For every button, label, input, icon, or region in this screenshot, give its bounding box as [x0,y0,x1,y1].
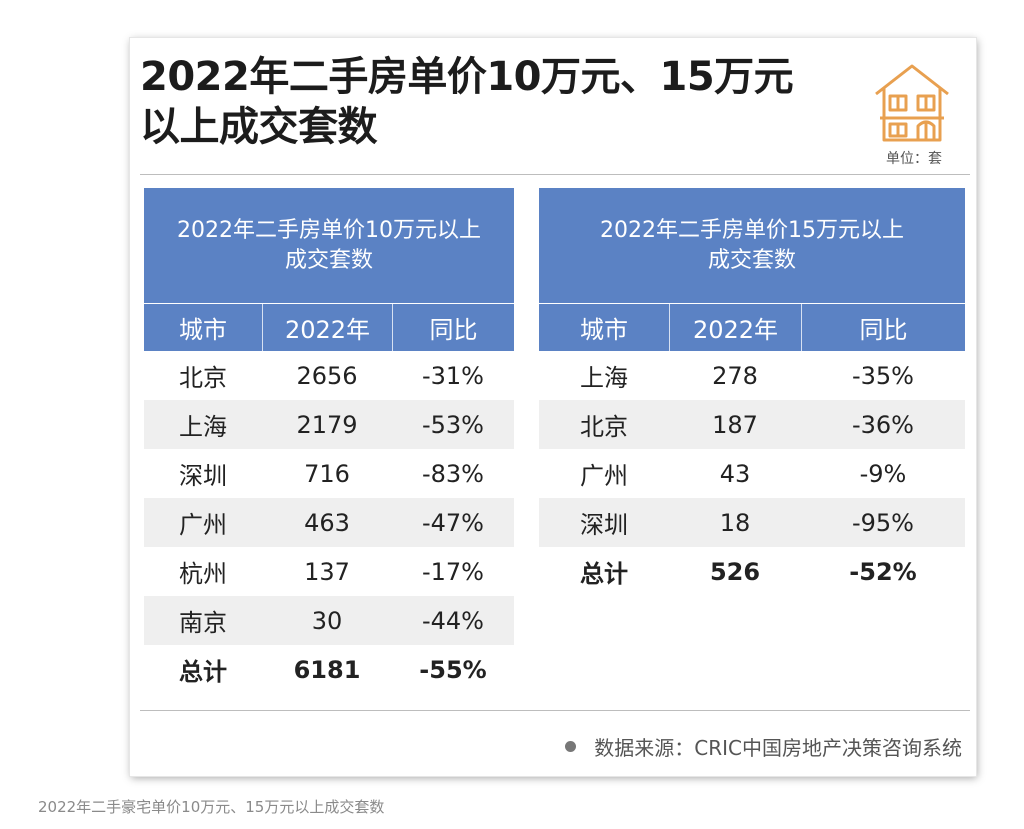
title-line-1: 2022年二手房单价10万元、15万元 [140,54,794,100]
city-cell: 广州 [179,511,227,539]
column-header-yoy: 同比 [392,304,514,351]
table-row: 广州 463 -47% [144,498,514,547]
total-label: 总计 [580,560,628,588]
page-title: 2022年二手房单价10万元、15万元 以上成交套数 [140,52,840,152]
total-yoy: -52% [849,557,917,586]
city-cell: 广州 [580,462,628,490]
total-count: 526 [709,557,761,586]
divider [140,710,970,711]
column-header-year: 2022年 [262,304,392,351]
count-cell: 18 [719,508,751,537]
title-line-2: 以上成交套数 [140,104,378,150]
table-title-line-2: 成交套数 [707,247,796,273]
table-row: 深圳 716 -83% [144,449,514,498]
column-header-city: 城市 [179,316,227,344]
table-row: 上海 2179 -53% [144,400,514,449]
count-cell: 187 [712,410,758,439]
count-cell: 43 [719,459,751,488]
unit-label: 单位：套 [886,151,942,167]
source-note: 数据来源：CRIC中国房地产决策咨询系统 [565,732,962,761]
table-row: 深圳 18 -95% [539,498,965,547]
yoy-cell: -31% [421,361,484,390]
city-cell: 北京 [580,413,628,441]
table-title-line-1: 2022年二手房单价10万元以上 [177,217,481,243]
table-header-row: 城市 2022年 同比 [539,304,965,351]
yoy-cell: -47% [421,508,484,537]
column-header-yoy: 同比 [801,304,965,351]
table-row: 北京 2656 -31% [144,351,514,400]
source-text: 数据来源：CRIC中国房地产决策咨询系统 [594,736,962,760]
table-row: 广州 43 -9% [539,449,965,498]
city-cell: 上海 [179,413,227,441]
count-cell: 716 [304,459,350,488]
yoy-cell: -35% [851,361,914,390]
yoy-cell: -53% [421,410,484,439]
table-row: 上海 278 -35% [539,351,965,400]
city-cell: 深圳 [179,462,227,490]
column-header-year: 2022年 [669,304,801,351]
yoy-cell: -44% [421,606,484,635]
count-cell: 463 [304,508,350,537]
total-row: 总计 6181 -55% [144,645,514,694]
city-cell: 深圳 [580,511,628,539]
table-title-line-2: 成交套数 [284,247,373,273]
table-title: 2022年二手房单价10万元以上 成交套数 [144,188,514,304]
table-row: 杭州 137 -17% [144,547,514,596]
total-count: 6181 [293,655,361,684]
total-row: 总计 526 -52% [539,547,965,596]
table-title: 2022年二手房单价15万元以上 成交套数 [539,188,965,304]
house-icon [875,64,949,142]
city-cell: 杭州 [179,560,227,588]
yoy-cell: -83% [421,459,484,488]
city-cell: 南京 [179,609,227,637]
infographic-card: 2022年二手房单价10万元、15万元 以上成交套数 单位：套 2022年二手房… [130,38,976,776]
city-cell: 北京 [179,364,227,392]
yoy-cell: -95% [851,508,914,537]
count-cell: 2179 [296,410,358,439]
total-yoy: -55% [419,655,487,684]
count-cell: 2656 [296,361,358,390]
count-cell: 137 [304,557,350,586]
count-cell: 278 [712,361,758,390]
divider [140,174,970,175]
table-title-line-1: 2022年二手房单价15万元以上 [600,217,904,243]
table-header-row: 城市 2022年 同比 [144,304,514,351]
yoy-cell: -9% [859,459,907,488]
table-row: 南京 30 -44% [144,596,514,645]
total-label: 总计 [179,658,227,686]
table-15w: 2022年二手房单价15万元以上 成交套数 城市 2022年 同比 上海 278… [539,188,965,596]
table-row: 北京 187 -36% [539,400,965,449]
column-header-city: 城市 [580,316,628,344]
image-caption: 2022年二手豪宅单价10万元、15万元以上成交套数 [38,798,385,816]
yoy-cell: -17% [421,557,484,586]
city-cell: 上海 [580,364,628,392]
bullet-icon [565,741,577,752]
table-10w: 2022年二手房单价10万元以上 成交套数 城市 2022年 同比 北京 265… [144,188,514,694]
yoy-cell: -36% [851,410,914,439]
count-cell: 30 [311,606,343,635]
